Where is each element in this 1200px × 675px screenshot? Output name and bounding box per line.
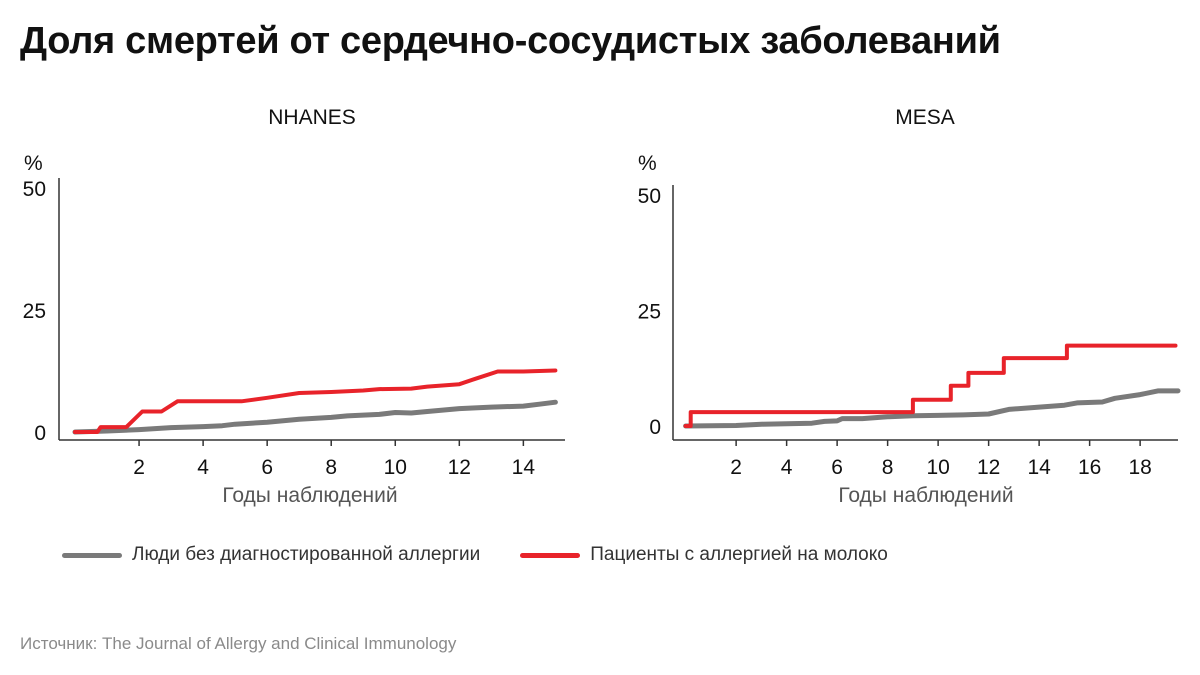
- y-tick-label-1-1: 25: [638, 301, 661, 324]
- x-tick-label-1-6: 14: [1027, 456, 1051, 479]
- x-tick-label-1-0: 2: [730, 456, 742, 479]
- legend-label-milk-allergy: Пациенты с аллергией на молоко: [590, 544, 888, 565]
- x-tick-label-0-1: 4: [197, 456, 209, 479]
- x-tick-label-0-6: 14: [512, 456, 536, 479]
- chart-title: Доля смертей от сердечно-сосудистых забо…: [20, 20, 1001, 62]
- x-tick-label-1-4: 10: [926, 456, 949, 479]
- legend: Люди без диагностированной аллергии Паци…: [62, 544, 928, 566]
- x-tick-label-0-3: 8: [325, 456, 337, 479]
- legend-item-no-allergy: Люди без диагностированной аллергии: [62, 544, 480, 566]
- x-tick-label-0-2: 6: [261, 456, 273, 479]
- y-unit-label-0: %: [24, 152, 43, 175]
- x-tick-label-1-3: 8: [882, 456, 894, 479]
- x-tick-label-1-5: 12: [977, 456, 1000, 479]
- series-line-1-no-allergy: [683, 388, 1181, 429]
- panel-title-1: MESA: [895, 106, 955, 129]
- y-tick-label-0-2: 50: [23, 178, 46, 201]
- legend-swatch-gray: [62, 552, 122, 558]
- x-tick-label-1-2: 6: [831, 456, 843, 479]
- x-tick-label-1-1: 4: [781, 456, 793, 479]
- x-axis-title-1: Годы наблюдений: [838, 484, 1013, 507]
- x-axis-title-0: Годы наблюдений: [222, 484, 397, 507]
- panel-title-0: NHANES: [268, 106, 356, 129]
- y-tick-label-0-1: 25: [23, 300, 46, 323]
- source-note: Источник: The Journal of Allergy and Cli…: [20, 634, 457, 653]
- x-tick-label-1-8: 18: [1128, 456, 1151, 479]
- series-line-0-no-allergy: [72, 399, 558, 435]
- legend-swatch-red: [520, 552, 581, 558]
- y-unit-label-1: %: [638, 152, 657, 175]
- y-tick-label-1-2: 50: [638, 185, 661, 208]
- series-line-0-milk-allergy: [73, 368, 558, 434]
- y-tick-label-0-0: 0: [34, 422, 46, 445]
- x-tick-label-0-5: 12: [448, 456, 471, 479]
- legend-item-milk-allergy: Пациенты с аллергией на молоко: [520, 544, 888, 566]
- x-tick-label-0-0: 2: [133, 456, 145, 479]
- x-tick-label-1-7: 16: [1078, 456, 1101, 479]
- legend-label-no-allergy: Люди без диагностированной аллергии: [132, 544, 481, 565]
- y-tick-label-1-0: 0: [649, 416, 661, 439]
- x-tick-label-0-4: 10: [384, 456, 407, 479]
- series-line-1-milk-allergy: [683, 343, 1178, 428]
